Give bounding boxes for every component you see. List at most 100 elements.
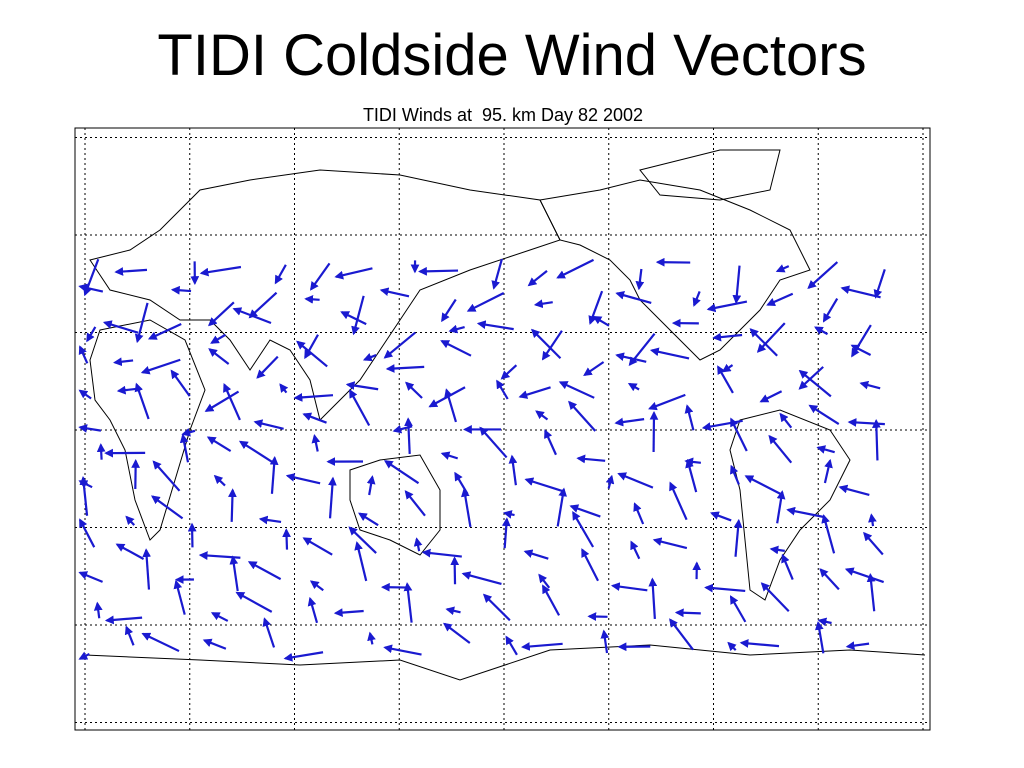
wind-vector xyxy=(461,571,502,586)
wind-vector xyxy=(544,429,557,456)
wind-vector xyxy=(445,606,461,616)
wind-vector xyxy=(760,582,790,613)
wind-vector xyxy=(706,300,748,313)
wind-vector xyxy=(568,400,597,432)
wind-vector xyxy=(285,473,321,485)
wind-vector xyxy=(821,514,836,554)
wind-vector xyxy=(798,366,824,390)
wind-vector xyxy=(283,651,324,662)
wind-vector xyxy=(717,365,734,394)
graticule xyxy=(75,128,930,730)
wind-vector xyxy=(448,324,465,334)
wind-vector xyxy=(170,285,192,295)
wind-vector xyxy=(873,269,886,299)
wind-vector xyxy=(840,285,881,299)
wind-vector xyxy=(262,617,276,648)
wind-vector xyxy=(508,454,518,486)
wind-vector xyxy=(527,269,548,287)
wind-vector xyxy=(124,625,135,646)
wind-vector xyxy=(572,511,595,548)
wind-vector xyxy=(533,299,553,309)
wind-vector xyxy=(354,541,368,582)
wind-vector xyxy=(610,582,648,592)
map-subtitle: TIDI Winds at 95. km Day 82 2002 xyxy=(363,105,643,125)
wind-vector xyxy=(385,364,425,373)
wind-vector xyxy=(405,381,423,399)
wind-vector xyxy=(269,455,279,494)
wind-vector xyxy=(704,583,746,593)
wind-vector xyxy=(228,488,237,522)
wind-vector xyxy=(814,620,825,654)
wind-vector xyxy=(141,632,180,653)
wind-vector xyxy=(816,445,835,454)
wind-vector xyxy=(819,568,840,591)
wind-vector xyxy=(556,487,568,527)
wind-vector xyxy=(786,506,825,519)
wind-vector xyxy=(845,641,870,650)
wind-vector xyxy=(523,549,549,560)
wind-vector xyxy=(581,548,599,582)
eurasia xyxy=(89,169,561,421)
wind-vector xyxy=(692,291,701,307)
wind-vector xyxy=(823,458,833,484)
wind-vector xyxy=(349,388,371,427)
wind-vector xyxy=(358,512,379,527)
wind-vector xyxy=(822,297,839,323)
wind-vector xyxy=(633,502,645,525)
australia xyxy=(349,454,441,556)
wind-vector xyxy=(635,268,645,291)
wind-vector xyxy=(256,355,279,379)
wind-vector xyxy=(838,484,870,496)
wind-vector xyxy=(274,264,287,285)
wind-vector xyxy=(253,419,284,430)
wind-vector xyxy=(863,531,884,556)
wind-vector xyxy=(351,295,365,336)
wind-vector xyxy=(766,292,794,306)
wind-vector xyxy=(102,320,139,334)
wind-vector xyxy=(198,551,241,560)
wind-vector xyxy=(501,517,511,549)
wind-vector xyxy=(814,326,829,336)
wind-vector xyxy=(334,267,373,280)
wind-vector xyxy=(134,382,150,420)
wind-vector xyxy=(142,548,152,590)
africa xyxy=(89,319,206,541)
wind-vector xyxy=(440,451,459,460)
wind-vector xyxy=(872,419,881,461)
wind-vector xyxy=(592,315,610,327)
wind-vector xyxy=(730,464,740,485)
wind-vector xyxy=(808,404,840,425)
wind-vector xyxy=(684,404,695,431)
wind-vector xyxy=(309,580,324,592)
wind-vector xyxy=(113,357,134,367)
wind-vector xyxy=(348,526,377,554)
wind-vector xyxy=(729,595,747,623)
wind-vector xyxy=(213,474,226,487)
wind-vector xyxy=(173,579,186,615)
north-america xyxy=(539,179,811,361)
wind-vector xyxy=(418,266,459,276)
wind-vector xyxy=(304,334,319,360)
wind-vector xyxy=(476,320,514,331)
wind-vector xyxy=(310,262,331,291)
wind-vector xyxy=(238,440,275,464)
wind-vector xyxy=(730,417,748,452)
wind-vector xyxy=(114,267,148,276)
slide-title: TIDI Coldside Wind Vectors xyxy=(157,23,866,88)
wind-vector xyxy=(817,617,832,627)
wind-vector xyxy=(140,358,181,375)
wind-vector xyxy=(248,291,278,319)
wind-vector xyxy=(500,364,518,380)
wind-vector xyxy=(421,548,462,558)
wind-vector xyxy=(170,369,191,397)
wind-vector xyxy=(440,340,472,357)
wind-vector xyxy=(307,596,319,624)
wind-vector xyxy=(732,265,742,305)
wind-vector xyxy=(669,481,688,521)
wind-vector xyxy=(147,323,182,340)
wind-vector xyxy=(454,471,469,495)
wind-vector xyxy=(759,390,783,403)
wind-vector xyxy=(78,480,93,489)
wind-vector xyxy=(302,412,327,424)
wind-vector xyxy=(93,601,103,619)
